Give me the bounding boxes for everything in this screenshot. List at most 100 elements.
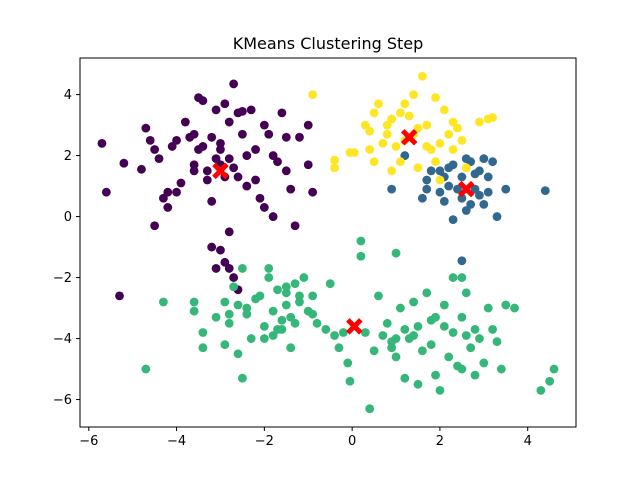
data-point-cluster-3: [330, 163, 339, 173]
data-point-cluster-2: [417, 346, 427, 356]
data-point-cluster-3: [382, 129, 392, 139]
data-point-cluster-2: [233, 349, 243, 359]
data-point-cluster-0: [295, 132, 304, 142]
data-point-cluster-3: [374, 99, 383, 109]
data-point-cluster-1: [540, 186, 550, 196]
data-point-cluster-2: [321, 325, 331, 334]
data-points: [97, 71, 559, 414]
data-point-cluster-2: [312, 318, 322, 328]
data-point-cluster-1: [426, 166, 436, 176]
data-point-cluster-2: [365, 404, 375, 414]
data-point-cluster-3: [435, 175, 445, 185]
data-point-cluster-2: [501, 300, 511, 310]
data-point-cluster-3: [413, 163, 423, 173]
data-point-cluster-0: [163, 203, 173, 212]
data-point-cluster-0: [158, 193, 168, 203]
data-point-cluster-2: [264, 273, 274, 282]
data-point-cluster-1: [453, 184, 462, 194]
axis-ticks: −6 −4 −2 0 2 4 −6 −4 −2 0 2 4: [53, 88, 532, 449]
data-point-cluster-2: [338, 328, 348, 337]
data-point-cluster-3: [475, 117, 484, 127]
data-point-cluster-0: [189, 160, 199, 170]
data-point-cluster-1: [461, 206, 471, 215]
data-point-cluster-1: [488, 157, 498, 167]
data-point-cluster-3: [422, 120, 432, 130]
data-point-cluster-1: [475, 190, 484, 200]
data-point-cluster-2: [308, 291, 318, 301]
data-point-cluster-2: [374, 291, 383, 301]
data-point-cluster-1: [457, 172, 467, 182]
x-tick-label: −4: [167, 434, 186, 449]
data-point-cluster-2: [264, 264, 274, 273]
data-point-cluster-1: [448, 160, 458, 170]
data-point-cluster-2: [409, 297, 418, 307]
data-point-cluster-1: [483, 172, 493, 182]
data-point-cluster-0: [259, 203, 269, 212]
data-point-cluster-2: [426, 340, 436, 350]
data-point-cluster-2: [268, 306, 278, 316]
data-point-cluster-2: [356, 251, 366, 261]
data-point-cluster-2: [413, 379, 423, 389]
data-point-cluster-3: [417, 71, 427, 81]
data-point-cluster-0: [229, 273, 239, 282]
data-point-cluster-0: [172, 135, 181, 145]
data-point-cluster-2: [229, 282, 239, 292]
data-point-cluster-2: [299, 273, 309, 282]
data-point-cluster-2: [536, 386, 546, 395]
data-point-cluster-1: [457, 256, 467, 266]
data-point-cluster-2: [141, 364, 151, 374]
data-point-cluster-1: [387, 184, 397, 194]
data-point-cluster-2: [378, 331, 388, 340]
data-point-cluster-2: [281, 288, 291, 298]
data-point-cluster-3: [369, 157, 379, 167]
data-point-cluster-2: [396, 303, 405, 313]
data-point-cluster-3: [444, 129, 454, 139]
data-point-cluster-3: [409, 90, 418, 99]
data-point-cluster-2: [431, 370, 440, 380]
data-point-cluster-0: [216, 245, 225, 255]
data-point-cluster-0: [176, 178, 186, 188]
centroids: [212, 129, 475, 335]
data-point-cluster-1: [439, 196, 449, 206]
data-point-cluster-2: [387, 343, 397, 353]
data-point-cluster-0: [273, 157, 282, 167]
data-point-cluster-2: [277, 315, 287, 325]
data-point-cluster-0: [268, 212, 278, 221]
data-point-cluster-3: [439, 105, 449, 115]
x-tick-label: 0: [348, 434, 356, 449]
data-point-cluster-0: [246, 105, 256, 115]
data-point-cluster-3: [382, 120, 392, 130]
data-point-cluster-3: [365, 126, 375, 136]
data-point-cluster-2: [431, 312, 440, 322]
data-point-cluster-2: [435, 386, 445, 395]
data-point-cluster-2: [233, 300, 243, 310]
data-point-cluster-2: [242, 303, 252, 313]
data-point-cluster-2: [439, 300, 449, 310]
data-point-cluster-2: [369, 346, 379, 356]
data-point-cluster-2: [246, 334, 256, 343]
data-point-cluster-0: [141, 123, 151, 133]
y-tick-label: 2: [64, 149, 72, 164]
data-point-cluster-3: [453, 123, 462, 133]
data-point-cluster-0: [216, 145, 225, 154]
data-point-cluster-1: [422, 175, 432, 185]
data-point-cluster-3: [369, 108, 379, 118]
data-point-cluster-2: [238, 264, 247, 273]
data-point-cluster-0: [150, 221, 160, 231]
data-point-cluster-2: [444, 352, 454, 362]
data-point-cluster-2: [238, 373, 247, 383]
data-point-cluster-1: [435, 187, 445, 197]
data-point-cluster-2: [488, 325, 498, 334]
data-point-cluster-3: [391, 142, 401, 151]
data-point-cluster-2: [448, 273, 458, 282]
data-point-cluster-0: [198, 96, 208, 106]
data-point-cluster-3: [404, 111, 414, 121]
axes-frame: [79, 57, 577, 428]
data-point-cluster-3: [488, 113, 498, 122]
data-point-cluster-0: [303, 160, 313, 170]
data-point-cluster-2: [158, 297, 168, 307]
data-point-cluster-2: [259, 334, 269, 343]
data-point-cluster-0: [238, 106, 247, 116]
data-point-cluster-0: [202, 166, 212, 176]
